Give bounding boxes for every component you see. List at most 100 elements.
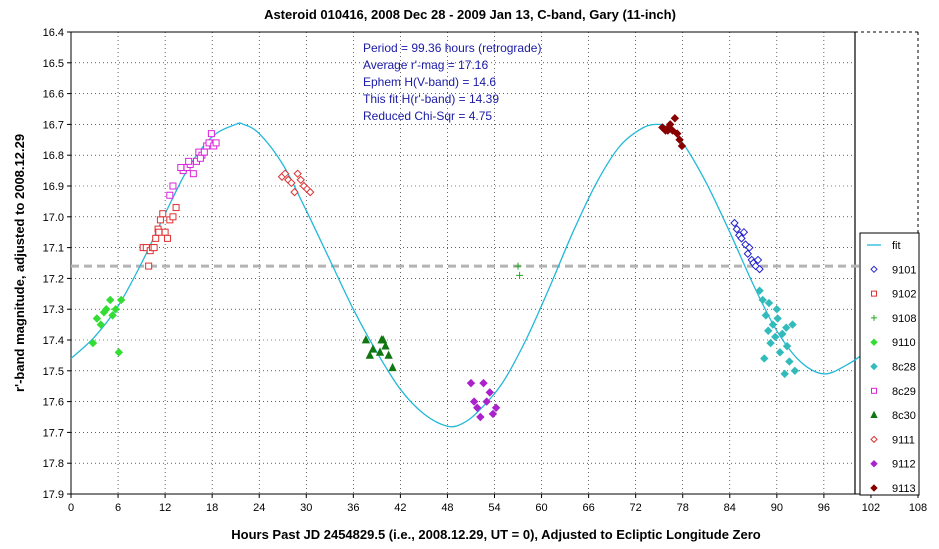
- legend-swatch-9102: [871, 290, 877, 297]
- point-8c28: [771, 332, 780, 342]
- legend: fit 9101 9102 9108 9110 8c28 8c29 8c30 9111 9112 9…: [859, 232, 920, 496]
- series-9110: [88, 295, 126, 357]
- point-8c28: [760, 354, 769, 363]
- x-tick-label: 108: [909, 502, 927, 514]
- point-9111: [287, 178, 296, 188]
- point-9108: [516, 271, 524, 279]
- y-axis-label: r'-band magnitude, adjusted to 2008.12.2…: [12, 134, 27, 392]
- point-9102: [150, 244, 158, 252]
- series-8c30: [361, 335, 397, 372]
- y-tick-label: 16.5: [43, 58, 64, 70]
- point-9108: [514, 262, 522, 270]
- x-tick-label: 48: [441, 502, 453, 514]
- legend-label-9110: 9110: [892, 337, 916, 349]
- point-8c29: [169, 182, 177, 190]
- point-8c29: [185, 157, 193, 165]
- x-axis-label: Hours Past JD 2454829.5 (i.e., 2008.12.2…: [231, 527, 760, 542]
- x-tick-label: 84: [724, 502, 736, 514]
- point-8c30: [384, 350, 393, 359]
- point-9102: [163, 234, 171, 242]
- y-tick-label: 17.8: [43, 458, 64, 470]
- annotation-line: This fit H(r'-band) = 14.39: [363, 92, 499, 106]
- point-9111: [280, 169, 290, 178]
- series-8c29: [166, 130, 220, 199]
- point-9111: [296, 175, 305, 185]
- x-tick-label: 54: [488, 502, 500, 514]
- point-9112: [476, 412, 485, 422]
- legend-label-9108: 9108: [892, 313, 916, 325]
- point-9112: [482, 397, 491, 406]
- point-9112: [479, 378, 488, 388]
- point-9110: [96, 320, 106, 329]
- point-8c28: [758, 295, 767, 305]
- series-8c28: [755, 286, 800, 379]
- legend-box: [859, 232, 920, 496]
- legend-swatch-9108: [871, 314, 877, 321]
- point-9102: [161, 228, 169, 236]
- point-8c28: [773, 314, 782, 323]
- legend-label-fit: fit: [892, 240, 901, 252]
- x-tick-label: 66: [582, 502, 594, 514]
- point-9110: [111, 304, 120, 314]
- point-8c30: [368, 344, 378, 353]
- point-9102: [155, 228, 163, 236]
- x-tick-label: 36: [347, 502, 359, 514]
- y-tick-label: 16.6: [43, 89, 64, 101]
- legend-label-8c30: 8c30: [892, 410, 916, 422]
- y-axis-ticks: 16.4 16.5 16.6 16.7 16.8 16.9 17.0 17.1 17.2 17.3…: [43, 27, 71, 501]
- point-8c28: [766, 338, 775, 348]
- point-8c30: [375, 347, 385, 356]
- x-tick-label: 60: [535, 502, 547, 514]
- x-tick-label: 30: [300, 502, 312, 514]
- point-9102: [172, 204, 180, 212]
- y-tick-label: 17.4: [43, 335, 64, 347]
- point-9112: [485, 388, 495, 397]
- point-9110: [102, 304, 111, 314]
- point-8c29: [207, 130, 215, 138]
- point-8c28: [788, 320, 797, 329]
- point-9101: [753, 255, 763, 265]
- point-9102: [152, 234, 160, 242]
- fit-curve: [70, 122, 919, 428]
- x-tick-label: 12: [159, 502, 171, 514]
- annotation-line: Average r'-mag = 17.16: [363, 58, 488, 72]
- point-8c29: [212, 139, 220, 147]
- data-points: [88, 114, 800, 422]
- point-9101: [755, 264, 764, 274]
- point-8c28: [775, 348, 785, 357]
- series-9111: [277, 169, 315, 197]
- x-axis-ticks: 0 6 12 18 24 30 36 42 48 54 60 66 72 78 84 90 96 102 108: [68, 494, 927, 514]
- legend-swatch-8c29: [871, 387, 877, 394]
- point-8c28: [782, 323, 791, 332]
- x-tick-label: 18: [206, 502, 218, 514]
- point-8c29: [200, 148, 208, 156]
- point-9112: [491, 403, 501, 412]
- y-tick-label: 16.8: [43, 150, 64, 162]
- point-8c30: [377, 335, 386, 344]
- legend-swatch-9110: [870, 338, 878, 346]
- point-9112: [488, 409, 498, 419]
- y-tick-label: 16.9: [43, 181, 64, 193]
- y-tick-label: 17.2: [43, 273, 64, 285]
- y-tick-label: 17.9: [43, 489, 64, 501]
- point-9102: [156, 216, 164, 224]
- point-8c28: [785, 357, 794, 366]
- point-9110: [88, 338, 98, 348]
- point-9110: [116, 295, 126, 305]
- point-9113: [664, 123, 673, 132]
- point-8c28: [782, 341, 792, 351]
- x-tick-label: 102: [862, 502, 880, 514]
- point-8c28: [768, 320, 778, 329]
- point-8c28: [761, 311, 771, 320]
- point-9101: [745, 243, 754, 252]
- point-9112: [466, 378, 476, 388]
- fit-annotations: Period = 99.36 hours (retrograde) Average…: [363, 41, 541, 123]
- legend-swatch-9113: [870, 484, 878, 492]
- point-9113: [673, 129, 682, 138]
- point-8c29: [177, 164, 185, 172]
- y-tick-label: 17.0: [43, 212, 64, 224]
- legend-swatch-8c28: [870, 362, 878, 371]
- point-9111: [290, 187, 299, 197]
- point-9110: [106, 295, 115, 305]
